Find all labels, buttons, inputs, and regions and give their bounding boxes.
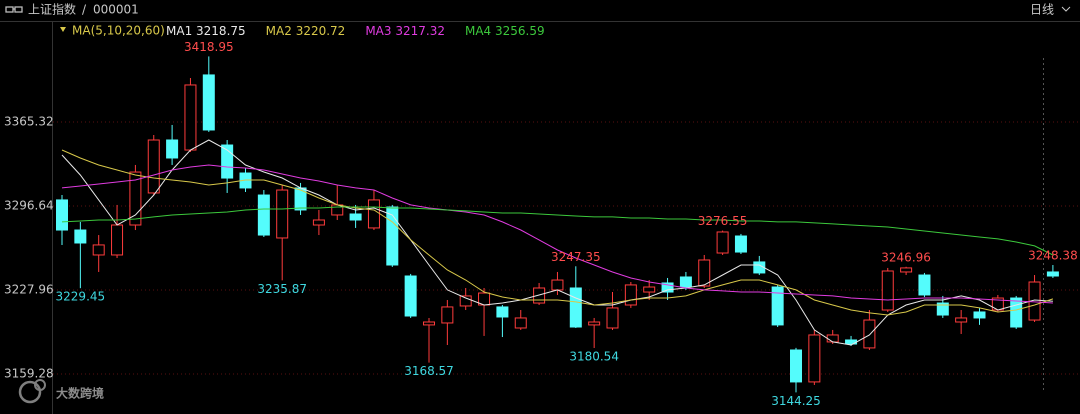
candle-body xyxy=(423,321,435,326)
candle-body xyxy=(257,194,270,236)
candle-body xyxy=(1010,297,1023,328)
low-label: 3168.57 xyxy=(404,364,454,378)
candle-body xyxy=(349,213,362,221)
ma-line xyxy=(61,206,1054,256)
candle-body xyxy=(606,307,619,329)
candle-body xyxy=(790,349,802,383)
header-title: 上证指数 xyxy=(28,2,76,17)
candle-body xyxy=(92,244,105,256)
candle-body xyxy=(918,274,931,296)
high-label: 3247.35 xyxy=(551,250,601,264)
candle-body xyxy=(900,267,913,273)
candle-body xyxy=(973,311,986,319)
ma-legend-entry: MA2 3220.72 xyxy=(266,24,346,38)
high-label: 3418.95 xyxy=(184,40,234,54)
candle-body xyxy=(147,139,160,194)
candle-body xyxy=(74,229,87,244)
candle-body xyxy=(716,231,729,254)
high-label: 3248.38 xyxy=(1028,249,1078,263)
period-dropdown-arrow[interactable] xyxy=(1061,6,1071,12)
candle-body xyxy=(826,334,839,343)
candle-body xyxy=(661,282,674,293)
candle-body xyxy=(881,270,894,311)
ma-legend-value: 3256.59 xyxy=(495,24,545,38)
candle-body xyxy=(312,219,325,226)
ma-legend-value: 3218.75 xyxy=(196,24,246,38)
ma-legend-entry: MA1 3218.75 xyxy=(166,24,246,38)
y-tick-label: 3365.32 xyxy=(4,114,54,128)
header-code: 000001 xyxy=(93,3,139,17)
candle-body xyxy=(441,306,454,324)
watermark-text: 大数跨境 xyxy=(56,386,104,401)
candle-body xyxy=(56,199,68,231)
candle-body xyxy=(166,139,179,159)
candle-body xyxy=(551,279,564,291)
low-label: 3144.25 xyxy=(771,394,821,408)
candle-body xyxy=(111,224,124,256)
header-icon xyxy=(5,6,23,13)
candle-body xyxy=(367,199,380,229)
candle-body xyxy=(404,275,417,317)
candle-body xyxy=(459,295,472,307)
ma-legend-value: 3217.32 xyxy=(395,24,445,38)
high-label: 3246.96 xyxy=(881,250,931,264)
high-label: 3276.55 xyxy=(698,214,748,228)
ma-line xyxy=(61,164,1053,304)
ma-legend-name: MA4 xyxy=(465,24,491,38)
candle-body xyxy=(624,284,637,306)
y-tick-label: 3159.28 xyxy=(4,366,54,380)
candle-body xyxy=(863,319,876,349)
candle-body xyxy=(386,206,399,266)
candle-body xyxy=(698,259,711,287)
low-label: 3180.54 xyxy=(569,349,619,363)
ma-legend-entry: MA3 3217.32 xyxy=(365,24,445,38)
candle-body xyxy=(679,276,692,288)
ma-legend-name: MA3 xyxy=(365,24,391,38)
ma-dropdown-arrow[interactable] xyxy=(60,27,66,32)
low-label: 3229.45 xyxy=(56,290,106,304)
candle-body xyxy=(569,287,582,328)
period-button[interactable]: 日线 xyxy=(1030,3,1054,17)
header-separator: / xyxy=(82,3,87,17)
candle-body xyxy=(1046,271,1059,277)
candle-body xyxy=(936,302,949,316)
ma-legend-name: MA1 xyxy=(166,24,192,38)
y-tick-label: 3296.64 xyxy=(4,198,54,212)
candle-body xyxy=(129,171,142,226)
candle-body xyxy=(276,189,289,239)
candle-body xyxy=(184,84,197,151)
y-tick-label: 3227.96 xyxy=(4,282,54,296)
candle-body xyxy=(221,144,234,179)
ma-label: MA(5,10,20,60) xyxy=(72,24,165,38)
ma-legend-entry: MA4 3256.59 xyxy=(465,24,545,38)
ma-legend-value: 3220.72 xyxy=(296,24,346,38)
candle-body xyxy=(588,321,601,326)
candle-body xyxy=(734,235,747,253)
ma-line xyxy=(61,149,1054,316)
candle-body xyxy=(202,74,215,131)
low-label: 3235.87 xyxy=(257,282,307,296)
candle-body xyxy=(514,317,527,329)
candle-body xyxy=(496,306,509,318)
candle-body xyxy=(955,317,968,323)
candle-body xyxy=(643,286,656,293)
watermark: 大数跨境 xyxy=(18,379,104,404)
candle-body xyxy=(771,286,784,326)
ma-legend-name: MA2 xyxy=(266,24,292,38)
candle-body xyxy=(808,334,821,383)
